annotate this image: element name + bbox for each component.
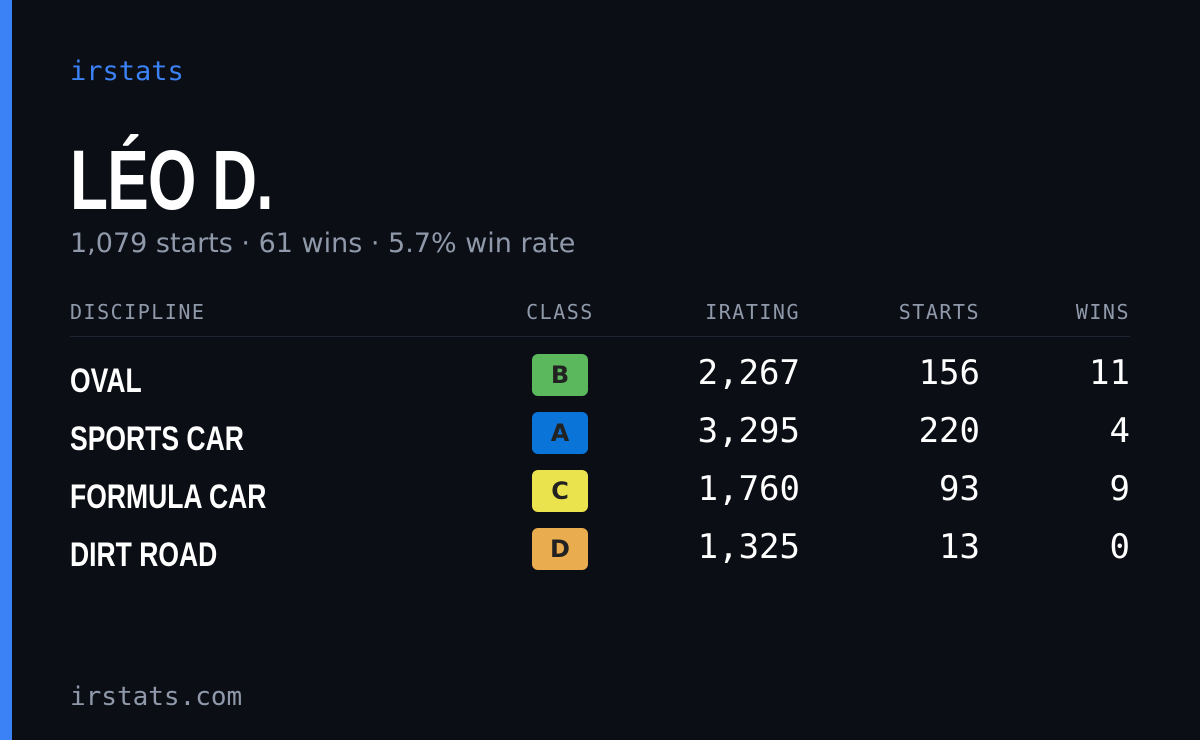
wins: 4 <box>1109 411 1130 451</box>
irating: 2,267 <box>697 353 800 393</box>
starts: 13 <box>939 527 980 567</box>
wins: 0 <box>1109 527 1130 567</box>
wins: 9 <box>1109 469 1130 509</box>
class-badge: A <box>532 412 588 454</box>
class-badge: B <box>532 354 588 396</box>
column-header: DISCIPLINE <box>70 300 206 324</box>
column-header: IRATING <box>705 300 800 324</box>
discipline: DIRT ROAD <box>70 536 218 574</box>
summary: 1,079 starts · 61 wins · 5.7% win rate <box>70 228 576 259</box>
driver-name: LÉO D. <box>70 133 274 227</box>
irating: 3,295 <box>697 411 800 451</box>
wins: 11 <box>1089 353 1130 393</box>
brand: irstats <box>70 56 184 87</box>
discipline: FORMULA CAR <box>70 478 267 516</box>
column-header: STARTS <box>898 300 980 324</box>
discipline: OVAL <box>70 362 142 400</box>
column-header: WINS <box>1075 300 1130 324</box>
column-header: CLASS <box>526 300 594 324</box>
starts: 93 <box>939 469 980 509</box>
header-rule <box>70 336 1130 337</box>
starts: 156 <box>918 353 980 393</box>
starts: 220 <box>918 411 980 451</box>
class-badge: C <box>532 470 588 512</box>
accent-bar <box>0 0 12 740</box>
irating: 1,760 <box>697 469 800 509</box>
irating: 1,325 <box>697 527 800 567</box>
discipline: SPORTS CAR <box>70 420 244 458</box>
class-badge: D <box>532 528 588 570</box>
footer: irstats.com <box>70 682 243 712</box>
